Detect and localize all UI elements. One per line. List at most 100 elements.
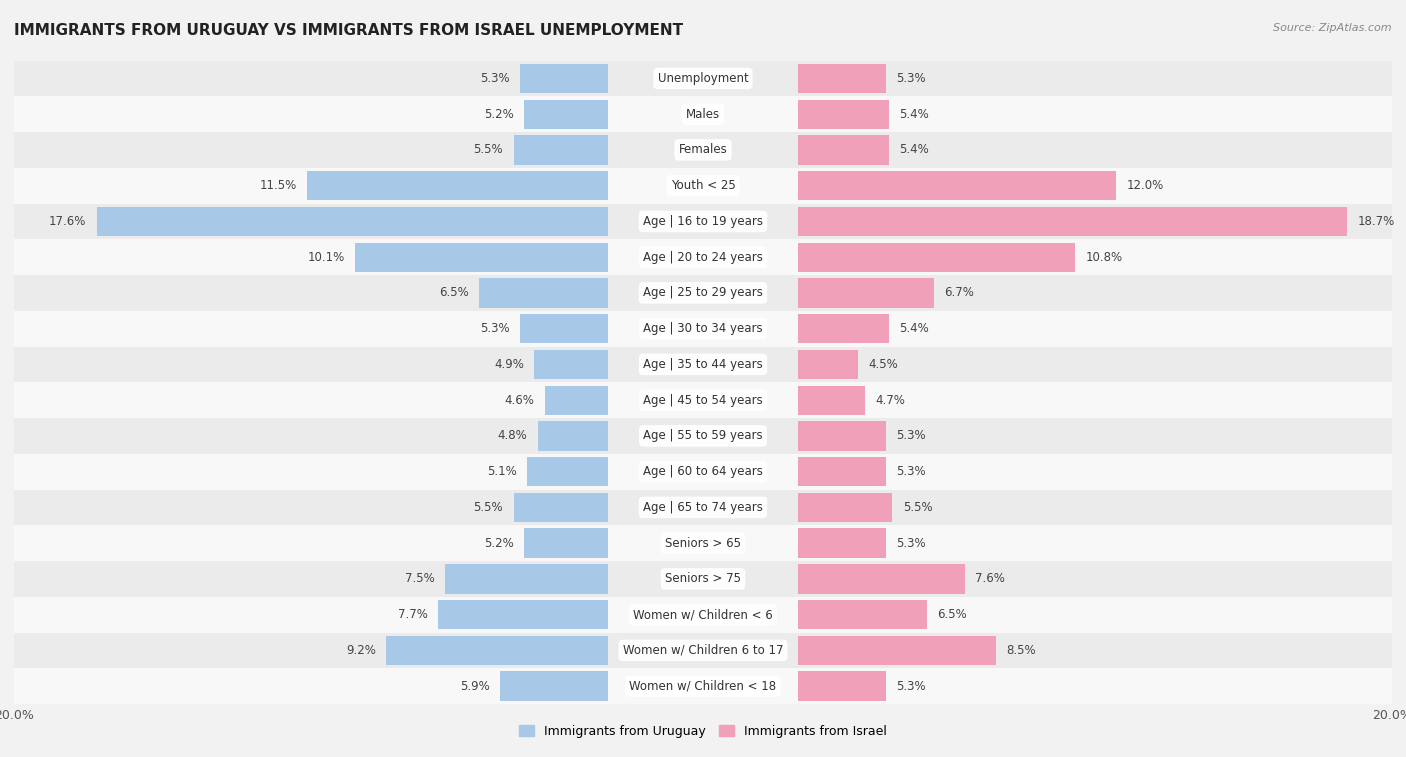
Text: 7.6%: 7.6%: [976, 572, 1005, 585]
Text: 18.7%: 18.7%: [1358, 215, 1395, 228]
Text: 11.5%: 11.5%: [259, 179, 297, 192]
Text: 5.3%: 5.3%: [896, 465, 925, 478]
Text: 8.5%: 8.5%: [1007, 644, 1036, 657]
Bar: [797, 207, 1347, 236]
Bar: [797, 314, 889, 344]
Bar: [307, 171, 609, 201]
Text: 5.4%: 5.4%: [900, 107, 929, 120]
Bar: [14, 204, 1392, 239]
Text: Age | 30 to 34 years: Age | 30 to 34 years: [643, 322, 763, 335]
Bar: [437, 600, 609, 629]
Bar: [14, 347, 1392, 382]
Text: 5.3%: 5.3%: [481, 72, 510, 85]
Bar: [524, 99, 609, 129]
Text: 4.7%: 4.7%: [875, 394, 905, 407]
Text: Youth < 25: Youth < 25: [671, 179, 735, 192]
Text: 4.8%: 4.8%: [498, 429, 527, 442]
Bar: [356, 242, 609, 272]
Text: Seniors > 65: Seniors > 65: [665, 537, 741, 550]
Text: 6.5%: 6.5%: [938, 608, 967, 621]
Bar: [14, 418, 1392, 453]
Bar: [14, 525, 1392, 561]
Bar: [14, 668, 1392, 704]
Text: Age | 65 to 74 years: Age | 65 to 74 years: [643, 501, 763, 514]
Bar: [513, 493, 609, 522]
Text: Age | 55 to 59 years: Age | 55 to 59 years: [643, 429, 763, 442]
Bar: [14, 96, 1392, 132]
Bar: [797, 136, 889, 164]
Text: 6.7%: 6.7%: [945, 286, 974, 300]
Bar: [797, 64, 886, 93]
Text: 7.7%: 7.7%: [398, 608, 427, 621]
Text: 17.6%: 17.6%: [49, 215, 86, 228]
Text: 4.5%: 4.5%: [869, 358, 898, 371]
Bar: [444, 564, 609, 593]
Bar: [14, 561, 1392, 597]
Bar: [797, 242, 1076, 272]
Bar: [97, 207, 609, 236]
Text: Age | 25 to 29 years: Age | 25 to 29 years: [643, 286, 763, 300]
Text: 5.1%: 5.1%: [488, 465, 517, 478]
Bar: [797, 493, 893, 522]
Legend: Immigrants from Uruguay, Immigrants from Israel: Immigrants from Uruguay, Immigrants from…: [515, 720, 891, 743]
Bar: [797, 171, 1116, 201]
Bar: [797, 279, 934, 307]
Text: Women w/ Children 6 to 17: Women w/ Children 6 to 17: [623, 644, 783, 657]
Text: Unemployment: Unemployment: [658, 72, 748, 85]
Text: 7.5%: 7.5%: [405, 572, 434, 585]
Text: Age | 60 to 64 years: Age | 60 to 64 years: [643, 465, 763, 478]
Text: 10.8%: 10.8%: [1085, 251, 1122, 263]
Bar: [544, 385, 609, 415]
Bar: [14, 597, 1392, 633]
Text: 5.4%: 5.4%: [900, 322, 929, 335]
Text: Women w/ Children < 6: Women w/ Children < 6: [633, 608, 773, 621]
Bar: [797, 528, 886, 558]
Bar: [14, 311, 1392, 347]
Bar: [499, 671, 609, 701]
Bar: [14, 168, 1392, 204]
Bar: [14, 453, 1392, 490]
Text: 5.2%: 5.2%: [484, 107, 513, 120]
Text: 5.5%: 5.5%: [903, 501, 932, 514]
Bar: [537, 421, 609, 450]
Bar: [797, 457, 886, 486]
Bar: [797, 385, 865, 415]
Bar: [14, 61, 1392, 96]
Text: 4.9%: 4.9%: [494, 358, 524, 371]
Text: 5.3%: 5.3%: [896, 72, 925, 85]
Text: Women w/ Children < 18: Women w/ Children < 18: [630, 680, 776, 693]
Text: 10.1%: 10.1%: [308, 251, 344, 263]
Bar: [387, 636, 609, 665]
Bar: [14, 239, 1392, 275]
Bar: [14, 275, 1392, 311]
Text: 5.4%: 5.4%: [900, 143, 929, 157]
Bar: [797, 671, 886, 701]
Text: 5.3%: 5.3%: [896, 680, 925, 693]
Text: 5.3%: 5.3%: [896, 537, 925, 550]
Text: 5.5%: 5.5%: [474, 501, 503, 514]
Bar: [520, 64, 609, 93]
Bar: [797, 564, 965, 593]
Bar: [534, 350, 609, 379]
Text: 4.6%: 4.6%: [505, 394, 534, 407]
Text: IMMIGRANTS FROM URUGUAY VS IMMIGRANTS FROM ISRAEL UNEMPLOYMENT: IMMIGRANTS FROM URUGUAY VS IMMIGRANTS FR…: [14, 23, 683, 38]
Text: Source: ZipAtlas.com: Source: ZipAtlas.com: [1274, 23, 1392, 33]
Bar: [520, 314, 609, 344]
Bar: [524, 528, 609, 558]
Text: 6.5%: 6.5%: [439, 286, 468, 300]
Text: Age | 20 to 24 years: Age | 20 to 24 years: [643, 251, 763, 263]
Bar: [527, 457, 609, 486]
Text: 5.3%: 5.3%: [896, 429, 925, 442]
Text: Seniors > 75: Seniors > 75: [665, 572, 741, 585]
Text: 5.9%: 5.9%: [460, 680, 489, 693]
Text: 5.5%: 5.5%: [474, 143, 503, 157]
Text: Age | 45 to 54 years: Age | 45 to 54 years: [643, 394, 763, 407]
Bar: [14, 490, 1392, 525]
Bar: [797, 636, 995, 665]
Bar: [513, 136, 609, 164]
Bar: [797, 99, 889, 129]
Bar: [14, 132, 1392, 168]
Text: 5.2%: 5.2%: [484, 537, 513, 550]
Bar: [797, 600, 927, 629]
Text: 5.3%: 5.3%: [481, 322, 510, 335]
